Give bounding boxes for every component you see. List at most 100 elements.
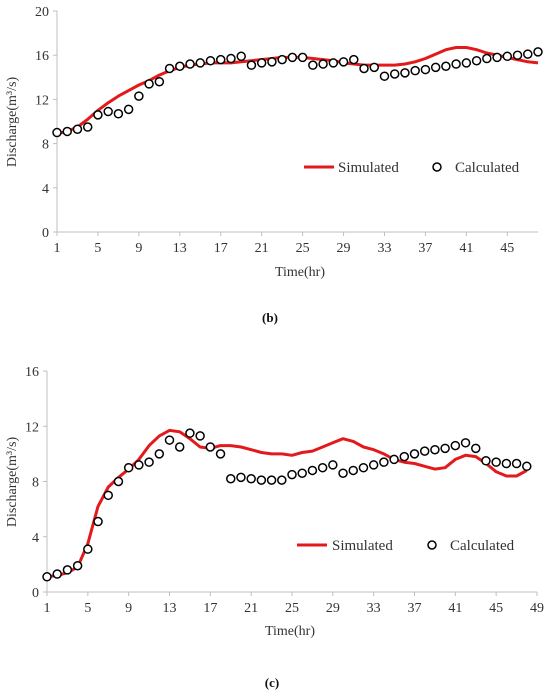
series-calculated-point-b [430, 62, 441, 73]
series-calculated-point-c [103, 490, 113, 501]
y-tick-label-b: 12 [35, 93, 49, 108]
panel-label-b: (b) [262, 310, 278, 325]
series-calculated-point-c [450, 440, 461, 451]
series-calculated-point-b [359, 63, 369, 74]
series-calculated-point-c [266, 475, 277, 485]
series-calculated-point-b [134, 91, 144, 101]
series-calculated-point-c [511, 458, 522, 469]
series-calculated-point-b [123, 104, 134, 115]
legend-simulated-label-c: Simulated [332, 538, 393, 554]
series-calculated-point-c [430, 444, 440, 455]
series-calculated-point-b [349, 54, 359, 65]
series-calculated-point-b [236, 51, 246, 62]
y-tick-label-c: 16 [25, 365, 39, 380]
series-calculated-point-b [451, 59, 461, 69]
series-calculated-point-c [164, 435, 175, 445]
x-tick-label-b: 41 [459, 241, 473, 256]
y-tick-label-b: 16 [35, 49, 49, 64]
series-calculated-point-c [134, 460, 144, 470]
x-tick-label-b: 17 [214, 241, 228, 256]
series-calculated-point-c [409, 449, 420, 459]
series-calculated-point-b [482, 53, 492, 64]
y-tick-label-b: 20 [35, 5, 49, 20]
series-calculated-point-c [277, 475, 287, 485]
legend-calculated-label-b: Calculated [455, 160, 520, 176]
y-tick-label-c: 4 [32, 531, 39, 546]
series-calculated-point-c [174, 442, 185, 452]
series-calculated-point-b [72, 124, 83, 134]
series-calculated-point-b [246, 60, 257, 70]
x-tick-label-b: 37 [418, 241, 432, 256]
series-calculated-point-b [512, 50, 523, 60]
series-calculated-point-b [185, 59, 195, 69]
series-calculated-point-b [287, 52, 298, 63]
series-calculated-point-c [522, 461, 532, 472]
series-calculated-point-b [379, 71, 390, 81]
series-calculated-point-b [144, 79, 154, 89]
legend-b: Simulated Calculated [304, 160, 520, 176]
x-tick-label-b: 29 [337, 241, 351, 256]
series-calculated-point-c [42, 572, 52, 582]
series-calculated-point-c [348, 465, 358, 476]
legend-calculated-marker-c [427, 540, 437, 550]
series-calculated-point-c [440, 443, 450, 454]
y-axis-title-c: Discharge(m³/s) [5, 437, 20, 528]
series-calculated-point-b [461, 58, 472, 68]
x-tick-label-c: 45 [489, 601, 503, 616]
x-tick-label-c: 17 [203, 601, 217, 616]
series-calculated-point-c [481, 456, 491, 466]
legend-simulated-label-b: Simulated [338, 160, 399, 176]
x-tick-label-b: 21 [255, 241, 269, 256]
x-tick-label-c: 49 [530, 601, 544, 616]
legend-calculated-label-c: Calculated [450, 538, 515, 554]
series-calculated-point-c [185, 428, 195, 438]
series-calculated-point-c [62, 565, 73, 575]
x-tick-label-c: 33 [367, 601, 381, 616]
series-calculated-point-b [533, 47, 543, 57]
series-calculated-point-c [195, 431, 205, 441]
series-calculated-point-b [175, 61, 185, 71]
x-tick-label-b: 25 [296, 241, 310, 256]
x-axis-title-b: Time(hr) [275, 265, 325, 280]
x-tick-label-c: 41 [448, 601, 462, 616]
series-calculated-point-c [226, 473, 236, 484]
legend-c: Simulated Calculated [297, 538, 515, 554]
y-tick-label-c: 8 [32, 476, 39, 491]
series-calculated-point-c [93, 516, 103, 527]
x-tick-label-b: 45 [500, 241, 514, 256]
legend-calculated-marker-b [432, 162, 442, 172]
series-calculated-point-c [154, 449, 165, 459]
series-calculated-point-b [82, 122, 93, 132]
x-tick-label-c: 21 [244, 601, 258, 616]
series-calculated-point-b [93, 110, 103, 120]
x-tick-label-c: 1 [44, 601, 51, 616]
series-calculated-point-b [113, 109, 124, 119]
series-calculated-point-c [246, 473, 256, 484]
series-calculated-point-b [471, 55, 482, 66]
series-calculated-point-c [399, 451, 410, 462]
series-calculated-point-b [400, 68, 410, 78]
series-calculated-point-c [144, 457, 154, 467]
y-tick-label-b: 0 [42, 226, 49, 241]
series-calculated-point-c [113, 476, 124, 487]
series-calculated-point-b [154, 76, 165, 87]
series-calculated-point-b [502, 51, 513, 62]
series-calculated-point-b [226, 53, 236, 64]
x-tick-label-b: 33 [377, 241, 391, 256]
series-calculated-point-b [256, 58, 267, 68]
y-tick-label-b: 8 [42, 138, 49, 153]
series-calculated-point-c [205, 442, 216, 452]
x-tick-label-b: 1 [54, 241, 61, 256]
series-calculated-point-c [501, 458, 512, 469]
x-tick-label-c: 29 [326, 601, 340, 616]
series-calculated-point-c [72, 561, 83, 571]
series-calculated-point-b [410, 65, 420, 76]
series-calculated-point-b [420, 64, 431, 75]
series-calculated-point-b [369, 62, 380, 73]
series-calculated-point-c [389, 454, 399, 465]
series-calculated-point-b [389, 69, 400, 79]
x-tick-label-c: 9 [125, 601, 132, 616]
series-calculated-point-b [318, 59, 328, 69]
series-calculated-point-c [307, 465, 318, 476]
